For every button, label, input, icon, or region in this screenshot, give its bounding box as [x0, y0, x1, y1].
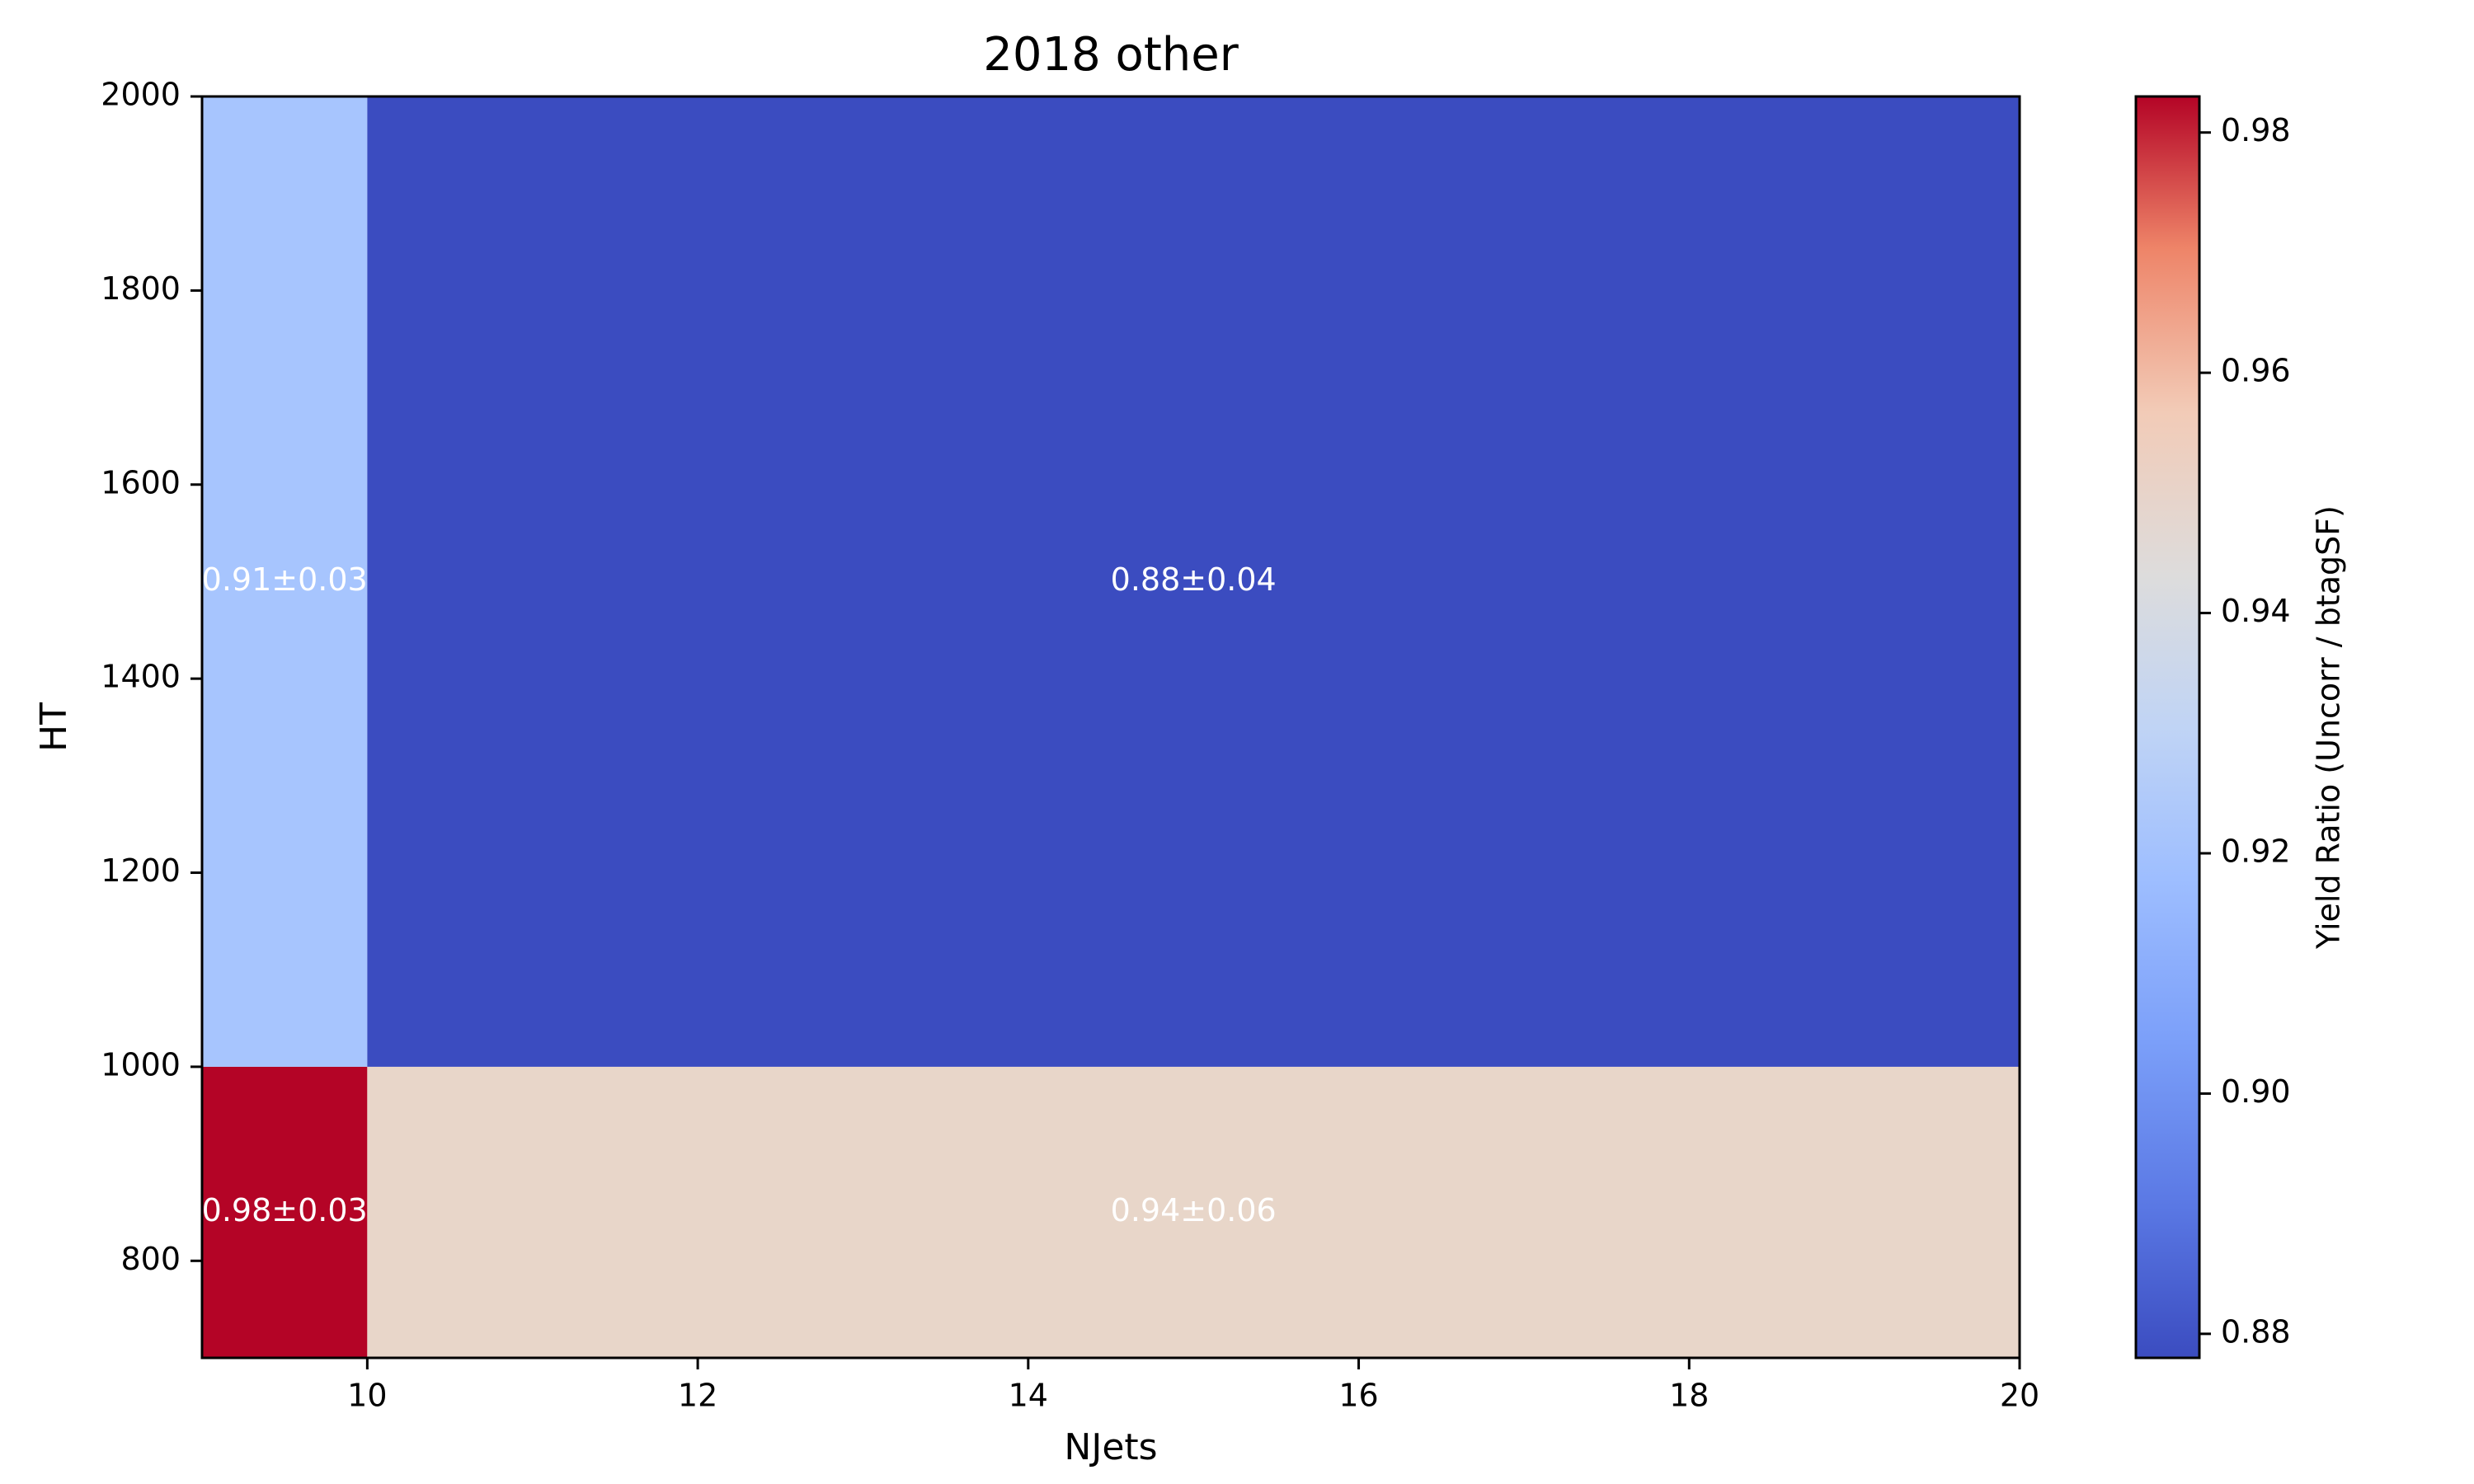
- cell-value-label: 0.88±0.04: [1111, 561, 1277, 598]
- heatmap-cells: [202, 96, 2020, 1358]
- colorbar-tick-label: 0.94: [2221, 593, 2291, 629]
- x-tick-label: 14: [1009, 1378, 1048, 1414]
- y-tick-label: 1200: [101, 852, 181, 889]
- colorbar-tick-label: 0.98: [2221, 112, 2291, 148]
- x-tick-label: 10: [347, 1378, 387, 1414]
- x-axis-label: NJets: [1064, 1426, 1157, 1468]
- heatmap-cell: [202, 1066, 368, 1358]
- colorbar: [2136, 96, 2199, 1358]
- colorbar-tick-label: 0.88: [2221, 1313, 2291, 1350]
- y-axis-ticks: 800 1000 1200 1400 1600 1800 2000: [101, 77, 202, 1277]
- x-tick-label: 16: [1338, 1378, 1378, 1414]
- cell-labels: 0.98±0.03 0.94±0.06 0.91±0.03 0.88±0.04: [202, 561, 1277, 1228]
- colorbar-tick-label: 0.96: [2221, 353, 2291, 389]
- colorbar-label: Yield Ratio (Uncorr / btagSF): [2311, 505, 2347, 950]
- colorbar-tick-label: 0.90: [2221, 1073, 2291, 1110]
- colorbar-ticks: 0.88 0.90 0.92 0.94 0.96 0.98: [2199, 112, 2291, 1350]
- y-tick-label: 2000: [101, 77, 181, 113]
- y-tick-label: 800: [120, 1241, 181, 1277]
- y-axis-label: HT: [33, 702, 75, 752]
- plot-frame: [200, 95, 2021, 1360]
- y-tick-label: 1600: [101, 464, 181, 500]
- y-tick-label: 1000: [101, 1046, 181, 1082]
- colorbar-frame: [2134, 95, 2201, 1360]
- x-axis-ticks: 10 12 14 16 18 20: [347, 1358, 2039, 1414]
- chart-title: 2018 other: [983, 28, 1239, 82]
- heatmap-cell: [367, 1066, 2020, 1358]
- y-tick-label: 1800: [101, 270, 181, 307]
- x-tick-label: 18: [1669, 1378, 1709, 1414]
- cell-value-label: 0.91±0.03: [202, 561, 368, 598]
- x-tick-label: 20: [2000, 1378, 2039, 1414]
- y-tick-label: 1400: [101, 659, 181, 695]
- x-tick-label: 12: [678, 1378, 717, 1414]
- cell-value-label: 0.94±0.06: [1111, 1192, 1277, 1228]
- heatmap-cell: [202, 96, 368, 1067]
- colorbar-tick-label: 0.92: [2221, 834, 2291, 870]
- cell-value-label: 0.98±0.03: [202, 1192, 368, 1228]
- heatmap-cell: [367, 96, 2020, 1067]
